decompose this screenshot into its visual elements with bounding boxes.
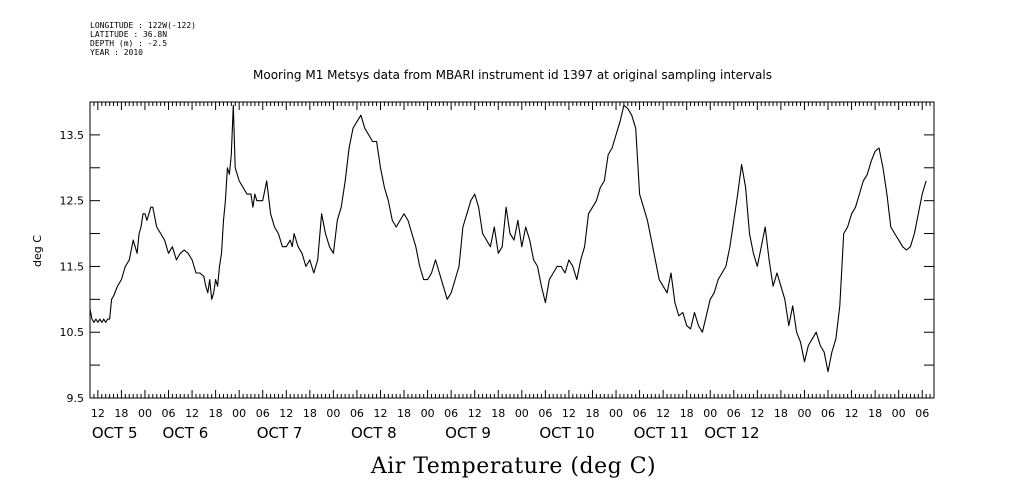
x-hour-label: 00: [515, 407, 529, 420]
x-hour-label: 18: [774, 407, 788, 420]
x-hour-label: 00: [232, 407, 246, 420]
x-hour-label: 18: [868, 407, 882, 420]
x-hour-label: 18: [209, 407, 223, 420]
latitude-text: LATITUDE : 36.8N: [90, 30, 168, 39]
x-hour-label: 12: [845, 407, 859, 420]
depth-text: DEPTH (m) : -2.5: [90, 39, 168, 48]
x-hour-label: 12: [468, 407, 482, 420]
x-hour-label: 00: [609, 407, 623, 420]
x-hour-label: 18: [585, 407, 599, 420]
y-tick-label: 11.5: [60, 260, 85, 273]
y-tick-label: 9.5: [67, 392, 85, 405]
year-text: YEAR : 2010: [90, 48, 143, 57]
air-temperature-line: [89, 104, 927, 373]
x-hour-label: 00: [797, 407, 811, 420]
y-axis-ticks: 9.5 10.5 11.5 12.5 13.5: [60, 101, 934, 405]
x-day-label: OCT 5: [92, 424, 138, 442]
x-hour-label: 12: [373, 407, 387, 420]
x-hour-label: 12: [279, 407, 293, 420]
y-tick-label: 10.5: [60, 326, 85, 339]
x-hour-label: 00: [326, 407, 340, 420]
x-hour-label: 06: [633, 407, 647, 420]
y-tick-label: 13.5: [60, 129, 85, 142]
x-hour-label: 06: [915, 407, 929, 420]
x-day-label: OCT 11: [634, 424, 689, 442]
y-tick-label: 12.5: [60, 195, 85, 208]
x-day-label: OCT 8: [351, 424, 397, 442]
x-hour-label: 18: [397, 407, 411, 420]
x-day-label: OCT 6: [163, 424, 209, 442]
y-axis-label: deg C: [31, 235, 44, 267]
x-hour-label: 12: [562, 407, 576, 420]
series-layer: [89, 104, 927, 373]
x-hour-label: 18: [303, 407, 317, 420]
x-hour-label: 06: [821, 407, 835, 420]
x-hour-label: 06: [256, 407, 270, 420]
x-hour-label: 00: [703, 407, 717, 420]
x-hour-label: 12: [91, 407, 105, 420]
metadata-block: LONGITUDE : 122W(-122) LATITUDE : 36.8N …: [90, 21, 196, 57]
x-hour-label: 06: [350, 407, 364, 420]
x-day-label: OCT 7: [257, 424, 303, 442]
chart-title: Mooring M1 Metsys data from MBARI instru…: [253, 68, 772, 82]
x-hour-label: 18: [114, 407, 128, 420]
longitude-text: LONGITUDE : 122W(-122): [90, 21, 196, 30]
x-hour-label: 00: [138, 407, 152, 420]
x-axis-ticks: 12 18 00 06 12 18 00 06 12 18 00 06 12 18 00 06 12 18 00 06…: [89, 102, 935, 442]
x-hour-label: 06: [444, 407, 458, 420]
x-day-label: OCT 12: [704, 424, 759, 442]
axes: [89, 101, 935, 399]
x-hour-label: 12: [750, 407, 764, 420]
x-hour-label: 00: [421, 407, 435, 420]
plot-frame: [89, 101, 935, 399]
x-hour-label: 12: [185, 407, 199, 420]
x-hour-label: 06: [727, 407, 741, 420]
x-hour-label: 00: [892, 407, 906, 420]
x-hour-label: 18: [680, 407, 694, 420]
x-day-label: OCT 9: [445, 424, 491, 442]
x-hour-label: 18: [491, 407, 505, 420]
x-hour-label: 12: [656, 407, 670, 420]
x-hour-label: 06: [162, 407, 176, 420]
x-day-label: OCT 10: [539, 424, 594, 442]
x-hour-label: 06: [538, 407, 552, 420]
x-axis-label: Air Temperature (deg C): [370, 454, 657, 479]
